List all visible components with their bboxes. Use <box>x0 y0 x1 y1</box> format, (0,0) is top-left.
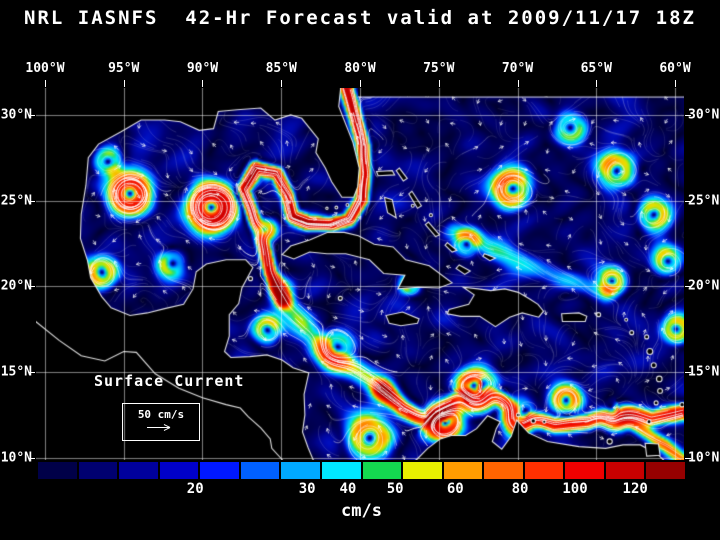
lat-tick-label: 30°N <box>688 107 720 123</box>
lat-tick-label: 20°N <box>0 278 32 294</box>
lat-tick-mark <box>685 457 691 459</box>
colorbar-segment <box>321 462 361 479</box>
lon-tick-label: 60°W <box>659 61 691 76</box>
lon-tick-label: 95°W <box>108 61 140 76</box>
colorbar-tick-label: 60 <box>446 481 464 497</box>
colorbar-segment <box>484 462 523 479</box>
lon-tick-label: 70°W <box>501 61 534 76</box>
colorbar-segment <box>159 462 199 479</box>
lon-tick-mark <box>44 80 46 87</box>
lat-tick-mark <box>29 372 35 374</box>
lon-tick-mark <box>202 80 204 87</box>
lon-tick-label: 75°W <box>423 61 455 76</box>
lat-tick-mark <box>29 114 35 116</box>
lat-tick-mark <box>685 114 691 116</box>
colorbar-tick-label: 20 <box>186 481 204 497</box>
colorbar-tick-label: 30 <box>298 481 316 497</box>
lat-tick-mark <box>685 286 691 288</box>
colorbar-segment <box>200 462 239 479</box>
colorbar-segment <box>281 462 320 479</box>
lat-tick-mark <box>685 372 691 374</box>
colorbar-segment <box>646 462 685 479</box>
lat-tick-label: 20°N <box>688 278 720 294</box>
colorbar-tick-label: 120 <box>622 481 648 497</box>
colorbar <box>38 462 685 479</box>
lat-tick-mark <box>29 286 35 288</box>
colorbar-segment <box>362 462 402 479</box>
vector-scale-legend: 50 cm/s <box>122 403 200 441</box>
lat-tick-label: 10°N <box>688 450 720 466</box>
lon-tick-label: 80°W <box>344 61 376 76</box>
lat-tick-label: 25°N <box>688 193 720 209</box>
colorbar-tick-label: 40 <box>339 481 357 497</box>
lat-tick-label: 15°N <box>688 364 720 380</box>
surface-current-map <box>36 88 684 460</box>
lat-tick-mark <box>29 200 35 202</box>
lon-tick-label: 100°W <box>25 61 65 76</box>
colorbar-tick-label: 100 <box>562 481 588 497</box>
colorbar-segment <box>38 462 77 479</box>
lat-tick-mark <box>29 457 35 459</box>
lat-tick-label: 30°N <box>0 107 32 123</box>
colorbar-segment <box>240 462 280 479</box>
lon-tick-mark <box>123 80 125 87</box>
lon-tick-mark <box>517 80 519 87</box>
lon-tick-label: 65°W <box>580 61 612 76</box>
colorbar-tick-label: 80 <box>511 481 529 497</box>
scale-arrow-icon <box>147 424 171 431</box>
colorbar-segment <box>119 462 158 479</box>
colorbar-segment <box>443 462 483 479</box>
lat-tick-label: 10°N <box>0 450 32 466</box>
colorbar-segment <box>565 462 604 479</box>
lat-tick-label: 25°N <box>0 193 32 209</box>
lat-tick-mark <box>685 200 691 202</box>
lon-tick-label: 85°W <box>265 61 297 76</box>
colorbar-segment <box>605 462 645 479</box>
colorbar-segment <box>403 462 442 479</box>
vector-scale-value: 50 cm/s <box>137 408 185 421</box>
lon-tick-label: 90°W <box>186 61 219 76</box>
lon-tick-mark <box>675 80 677 87</box>
lon-tick-mark <box>281 80 283 87</box>
colorbar-tick-label: 50 <box>386 481 404 497</box>
colorbar-segment <box>524 462 564 479</box>
colorbar-unit-label: cm/s <box>341 501 382 521</box>
lat-tick-label: 15°N <box>0 364 32 380</box>
figure-title: NRL IASNFS 42-Hr Forecast valid at 2009/… <box>24 7 696 29</box>
colorbar-segment <box>78 462 118 479</box>
surface-current-label: Surface Current <box>94 372 245 390</box>
lon-tick-mark <box>360 80 361 87</box>
lon-tick-mark <box>438 80 440 87</box>
lon-tick-mark <box>596 80 598 87</box>
